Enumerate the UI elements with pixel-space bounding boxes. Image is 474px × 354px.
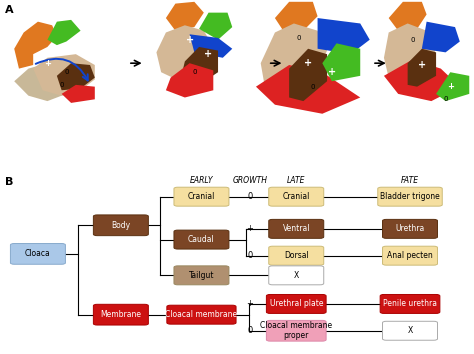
FancyBboxPatch shape — [167, 305, 236, 324]
Polygon shape — [422, 22, 460, 52]
FancyBboxPatch shape — [269, 187, 324, 206]
Polygon shape — [166, 2, 204, 31]
Text: Bladder trigone: Bladder trigone — [380, 192, 440, 201]
Text: X: X — [407, 326, 413, 335]
Polygon shape — [156, 25, 213, 81]
Polygon shape — [408, 49, 436, 87]
Text: Cranial: Cranial — [283, 192, 310, 201]
Polygon shape — [289, 49, 327, 101]
Text: Urethra: Urethra — [395, 224, 425, 233]
Text: +: + — [447, 82, 454, 91]
Text: Body: Body — [111, 221, 130, 230]
Text: B: B — [5, 177, 13, 187]
Polygon shape — [57, 63, 95, 90]
Text: Penile urethra: Penile urethra — [383, 299, 437, 308]
Text: X: X — [293, 271, 299, 280]
Text: Cloaca: Cloaca — [25, 249, 51, 258]
Text: Cloacal membrane
proper: Cloacal membrane proper — [260, 321, 332, 341]
Text: +: + — [328, 67, 336, 77]
Polygon shape — [47, 20, 81, 45]
Text: Dorsal: Dorsal — [284, 251, 309, 260]
FancyBboxPatch shape — [266, 320, 326, 341]
Text: Urethral plate: Urethral plate — [270, 299, 323, 308]
Text: Anal pecten: Anal pecten — [387, 251, 433, 260]
FancyBboxPatch shape — [383, 321, 438, 340]
Text: +: + — [246, 299, 253, 308]
Polygon shape — [322, 43, 360, 81]
Text: Tailgut: Tailgut — [189, 271, 214, 280]
Text: 0: 0 — [296, 35, 301, 41]
Polygon shape — [166, 63, 213, 97]
Polygon shape — [14, 63, 76, 101]
FancyBboxPatch shape — [380, 295, 440, 313]
FancyBboxPatch shape — [93, 304, 148, 325]
Polygon shape — [436, 72, 469, 101]
Text: Membrane: Membrane — [100, 310, 141, 319]
Text: A: A — [5, 5, 13, 15]
Text: FATE: FATE — [401, 176, 419, 185]
FancyBboxPatch shape — [10, 244, 65, 264]
Text: Ventral: Ventral — [283, 224, 310, 233]
Polygon shape — [180, 47, 218, 85]
Polygon shape — [384, 59, 460, 101]
Text: 0: 0 — [310, 84, 315, 90]
FancyBboxPatch shape — [269, 266, 324, 285]
Polygon shape — [14, 22, 57, 69]
Text: +: + — [304, 58, 312, 68]
Text: GROWTH: GROWTH — [232, 176, 267, 185]
Text: EARLY: EARLY — [190, 176, 213, 185]
Text: 0: 0 — [59, 82, 64, 88]
FancyBboxPatch shape — [378, 187, 442, 206]
Text: Caudal: Caudal — [188, 235, 215, 244]
FancyBboxPatch shape — [174, 230, 229, 249]
FancyBboxPatch shape — [174, 266, 229, 285]
Polygon shape — [318, 18, 370, 54]
Polygon shape — [190, 34, 232, 58]
Polygon shape — [256, 65, 360, 114]
Text: 0: 0 — [192, 69, 197, 75]
Text: 0: 0 — [247, 192, 253, 201]
Text: +: + — [246, 224, 253, 233]
Text: Cranial: Cranial — [188, 192, 215, 201]
Text: 0: 0 — [247, 326, 253, 335]
Polygon shape — [199, 13, 232, 40]
FancyBboxPatch shape — [266, 295, 326, 313]
Text: 0: 0 — [410, 37, 415, 43]
Text: +: + — [185, 35, 194, 45]
FancyBboxPatch shape — [174, 187, 229, 206]
FancyBboxPatch shape — [269, 246, 324, 265]
Text: Cloacal membrane: Cloacal membrane — [165, 310, 237, 319]
FancyBboxPatch shape — [93, 215, 148, 236]
Polygon shape — [33, 54, 95, 96]
FancyBboxPatch shape — [383, 219, 438, 238]
Polygon shape — [389, 2, 427, 31]
Text: +: + — [418, 60, 426, 70]
Text: +: + — [204, 49, 213, 59]
Text: 0: 0 — [443, 96, 448, 102]
Polygon shape — [261, 23, 327, 101]
Text: 0: 0 — [64, 69, 69, 75]
Polygon shape — [62, 85, 95, 103]
FancyBboxPatch shape — [383, 246, 438, 265]
Text: 0: 0 — [247, 251, 253, 260]
Text: LATE: LATE — [287, 176, 306, 185]
FancyBboxPatch shape — [269, 219, 324, 238]
Polygon shape — [384, 23, 436, 87]
Text: +: + — [44, 59, 51, 68]
Polygon shape — [275, 2, 318, 33]
